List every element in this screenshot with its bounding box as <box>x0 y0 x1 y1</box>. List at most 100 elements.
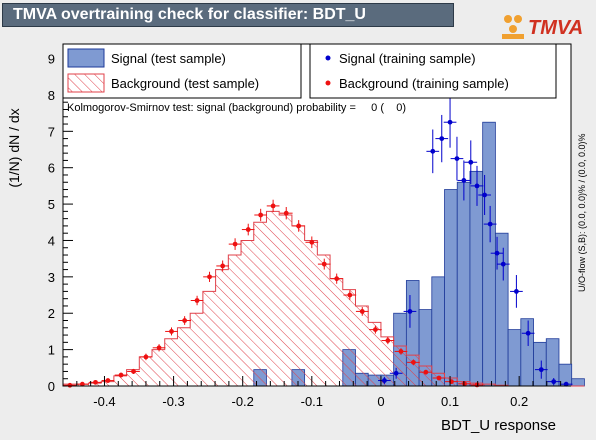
background-training-point <box>385 338 391 343</box>
background-training-point <box>143 354 149 360</box>
signal-test-bar <box>456 181 471 387</box>
x-tick-label: -0.3 <box>162 394 184 409</box>
background-training-point <box>169 329 174 334</box>
background-test-bar <box>330 278 343 386</box>
signal-training-point <box>513 289 519 294</box>
background-test-histogram <box>62 210 585 387</box>
legend-label-background-test: Background (test sample) <box>111 76 259 91</box>
y-tick-label: 4 <box>48 233 55 248</box>
signal-training-point <box>474 183 480 189</box>
x-axis-label: BDT_U response <box>441 417 556 434</box>
background-test-bar <box>304 240 318 386</box>
window-title: TMVA overtraining check for classifier: … <box>13 6 366 23</box>
signal-test-bar <box>444 189 458 387</box>
y-tick-label: 6 <box>48 161 55 176</box>
background-training-point <box>474 382 480 388</box>
y-tick-label: 7 <box>48 124 55 139</box>
background-test-bar <box>342 289 356 386</box>
background-test-bar <box>291 225 305 386</box>
background-test-bar <box>317 255 331 386</box>
signal-training-point <box>551 379 557 385</box>
background-training-point <box>118 372 124 378</box>
background-training-point <box>156 345 162 351</box>
tmva-logo: TMVA <box>502 15 583 39</box>
background-test-bar <box>139 356 153 386</box>
legend-label-background-train: Background (training sample) <box>339 76 509 91</box>
background-training-point <box>347 292 353 298</box>
background-training-point <box>423 369 429 375</box>
background-training-point <box>270 203 276 209</box>
legend-right: Signal (training sample) Background (tra… <box>309 43 557 99</box>
y-tick-label: 1 <box>48 343 55 358</box>
background-training-points <box>63 199 484 388</box>
signal-test-bar <box>482 121 496 387</box>
background-training-point <box>79 381 85 387</box>
signal-training-point <box>454 156 460 162</box>
background-test-bar <box>177 327 191 386</box>
signal-training-point <box>381 378 387 383</box>
x-tick-label: -0.4 <box>93 394 115 409</box>
signal-training-point <box>563 381 569 387</box>
signal-training-points <box>378 96 573 387</box>
background-test-bar <box>215 269 229 386</box>
signal-training-point <box>500 261 506 267</box>
y-tick-label: 9 <box>48 52 55 67</box>
background-test-bar <box>126 369 140 386</box>
background-test-bar <box>482 384 496 386</box>
signal-training-point <box>482 192 488 198</box>
background-test-bar <box>253 222 267 386</box>
background-training-point <box>93 379 98 385</box>
background-test-bar <box>419 365 432 386</box>
background-training-point <box>245 227 251 232</box>
signal-test-bar <box>469 170 484 387</box>
signal-training-point <box>468 159 474 165</box>
background-test-bar <box>380 336 394 386</box>
background-training-point <box>131 369 136 374</box>
background-training-point <box>67 382 73 388</box>
y-axis-label: (1/N) dN / dx <box>6 108 22 187</box>
x-tick-label: -0.1 <box>301 394 323 409</box>
background-test-bar <box>368 322 381 386</box>
background-training-point <box>105 378 111 383</box>
background-training-point <box>398 349 404 354</box>
signal-test-bar <box>520 318 534 387</box>
legend-label-signal-test: Signal (test sample) <box>111 51 226 66</box>
legend-marker-signal-train <box>325 55 331 61</box>
y-tick-label: 8 <box>48 88 55 103</box>
background-test-bar <box>266 211 280 386</box>
signal-test-bar <box>571 378 585 387</box>
background-training-point <box>309 239 315 245</box>
legend-label-signal-train: Signal (training sample) <box>339 51 476 66</box>
signal-training-point <box>525 330 531 336</box>
ks-test-text: Kolmogorov-Smirnov test: signal (backgro… <box>67 102 406 114</box>
logo-dots-icon <box>502 15 524 39</box>
background-training-point <box>258 212 264 218</box>
signal-test-bar <box>545 338 560 387</box>
background-test-bar <box>202 291 216 386</box>
legend-marker-background-train <box>325 80 331 86</box>
background-training-point <box>194 298 200 303</box>
signal-test-bar <box>533 341 547 387</box>
signal-training-point <box>487 221 493 227</box>
background-training-point <box>462 381 467 387</box>
background-test-bar <box>113 375 127 386</box>
axes: -0.4 -0.3 -0.2 -0.1 0 0.1 0.2 0 1 2 3 4 5 6 7 8 9 <box>48 43 571 409</box>
background-training-point <box>321 261 327 267</box>
background-training-point <box>436 375 442 381</box>
background-test-bar <box>101 381 114 386</box>
background-test-bar <box>164 338 178 386</box>
signal-training-point <box>430 148 436 154</box>
window-title-bar: TMVA overtraining check for classifier: … <box>2 3 454 27</box>
y-tick-label: 0 <box>48 379 55 394</box>
background-test-bar <box>393 345 407 386</box>
x-tick-label: 0.2 <box>510 394 528 409</box>
x-tick-label: 0.1 <box>441 394 459 409</box>
signal-training-point <box>494 250 500 256</box>
background-training-point <box>334 276 340 282</box>
signal-training-point <box>538 367 544 373</box>
legend-swatch-background-test <box>67 73 105 93</box>
signal-training-point <box>393 370 399 376</box>
background-test-bar <box>355 305 369 386</box>
signal-test-bar <box>431 276 445 387</box>
